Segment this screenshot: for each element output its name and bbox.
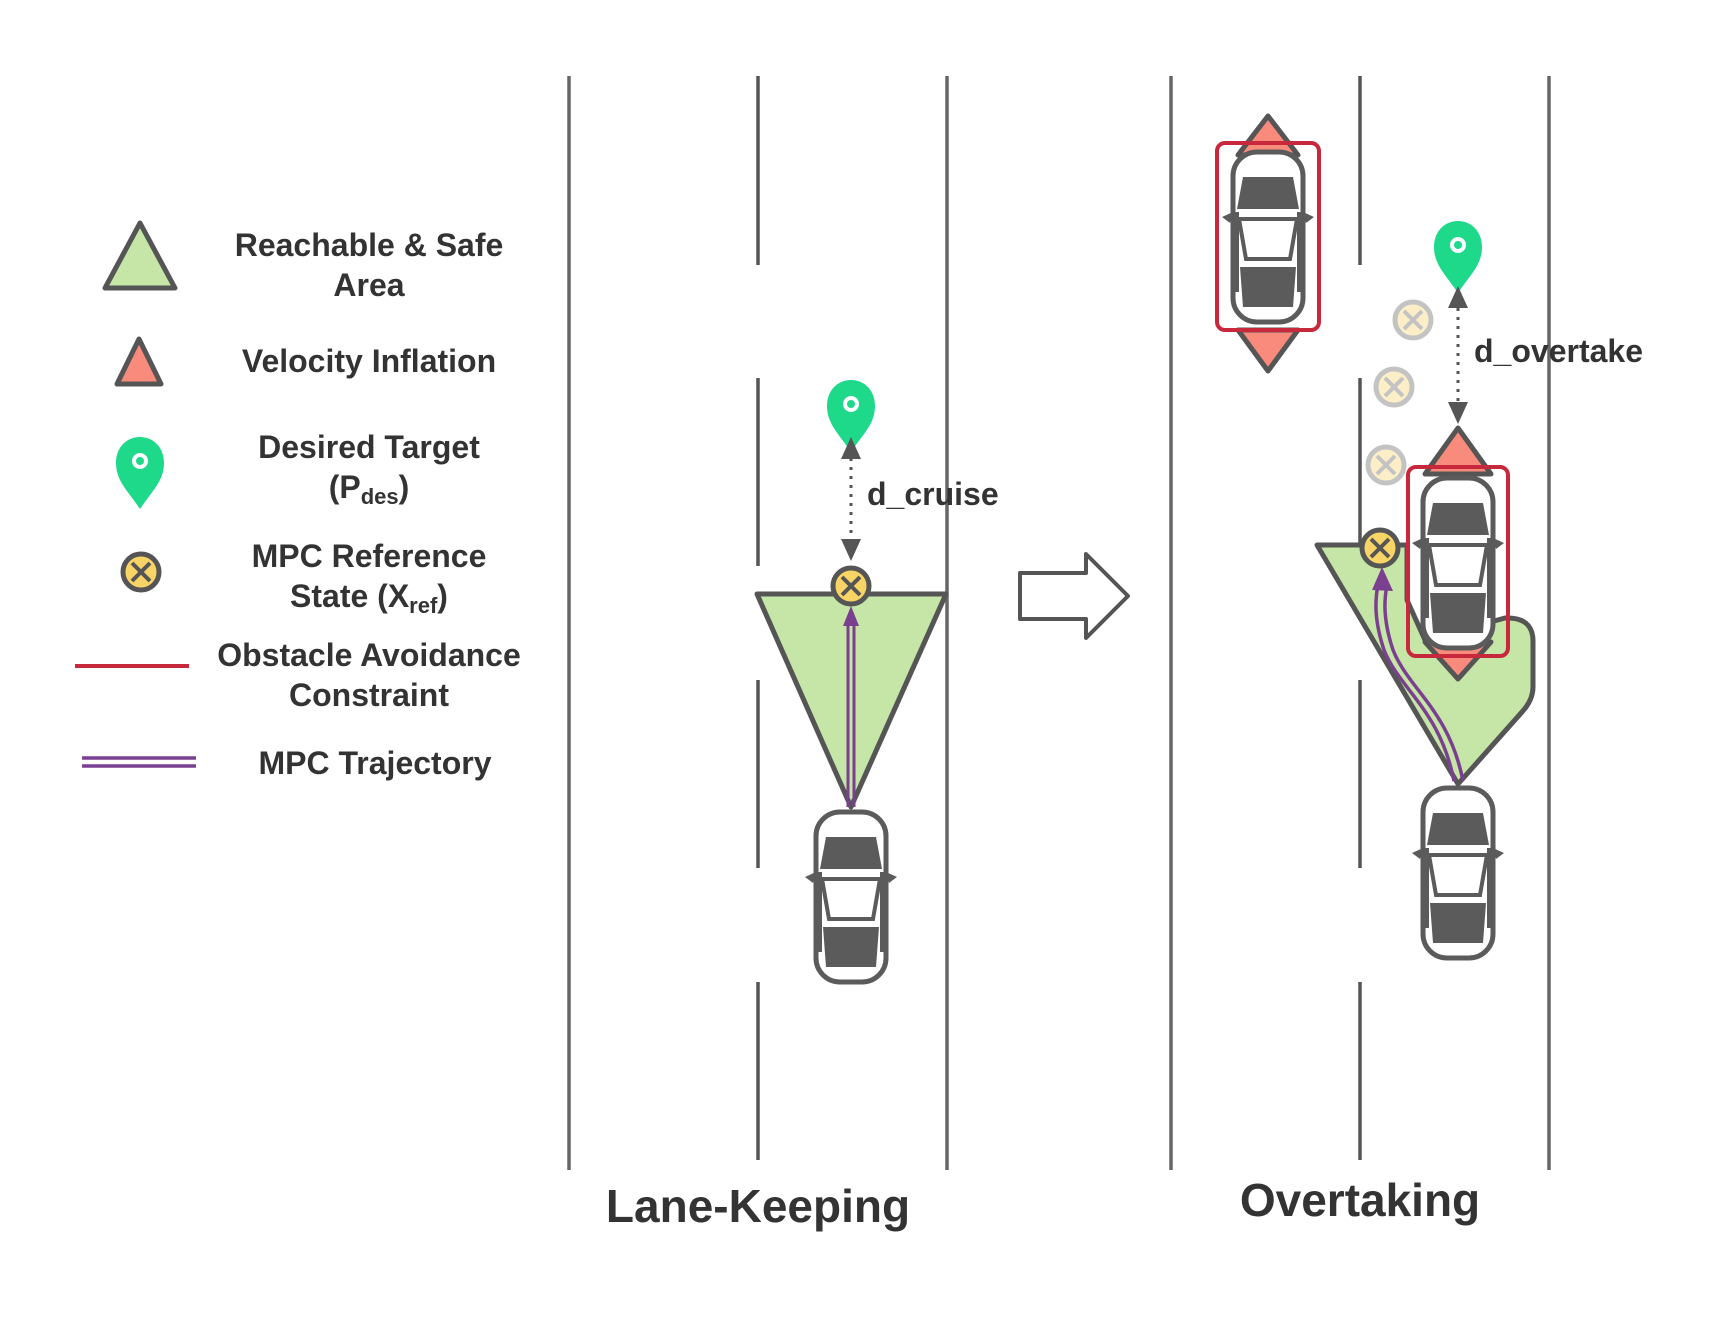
legend-velocity-inflation: Velocity Inflation (242, 343, 496, 379)
velocity-inflation-front (1235, 113, 1301, 158)
mpc-trajectory (1372, 567, 1465, 782)
legend: Reachable & Safe Area Velocity Inflation… (75, 220, 521, 781)
obstacle-car-icon (1222, 152, 1314, 322)
safe-area-triangle-icon (102, 220, 178, 291)
velocity-inflation-triangle-icon (114, 336, 164, 387)
legend-trajectory: MPC Trajectory (259, 745, 492, 781)
legend-obstacle-line1: Obstacle Avoidance (217, 637, 521, 673)
legend-mpc-ref-line1: MPC Reference (252, 538, 487, 574)
reference-state-icon (1362, 530, 1398, 566)
circled-x-icon (123, 554, 159, 590)
cruise-distance-label: d_cruise (867, 476, 999, 512)
velocity-inflation-rear (1235, 327, 1301, 374)
legend-obstacle-line2: Constraint (289, 677, 449, 713)
obstacle-car-upper (1215, 113, 1321, 374)
target-pin-icon (1434, 221, 1482, 293)
safe-area-region (1314, 542, 1536, 787)
overtaking-title: Overtaking (1240, 1174, 1480, 1226)
map-pin-icon (116, 437, 164, 509)
legend-target-line1: Desired Target (258, 429, 480, 465)
legend-mpc-ref-line2: State (Xref) (290, 578, 448, 618)
reference-state-icon (833, 568, 869, 604)
cruise-distance-arrow (841, 437, 861, 561)
past-reference-state-icon (1395, 302, 1431, 338)
past-reference-state-icon (1376, 369, 1412, 405)
legend-target-line2: (Pdes) (329, 469, 410, 509)
ego-car-icon (805, 812, 897, 982)
trajectory-line-icon (82, 756, 196, 768)
overtaking-panel: d_overtake Overtaking (1169, 76, 1643, 1226)
ego-car-icon (1412, 788, 1504, 958)
velocity-inflation-front (1422, 425, 1494, 477)
overtake-distance-arrow (1448, 286, 1468, 424)
obstacle-constraint-box (1215, 141, 1321, 332)
legend-reachable-line2: Area (333, 267, 404, 303)
overtake-distance-label: d_overtake (1474, 333, 1643, 369)
obstacle-car-front (1406, 425, 1510, 682)
lane-keeping-panel: d_cruise Lane-Keeping (567, 76, 999, 1232)
obstacle-constraint-box (1406, 465, 1510, 658)
right-arrow-icon (1018, 552, 1130, 640)
legend-reachable-line1: Reachable & Safe (235, 227, 504, 263)
mpc-trajectory (843, 606, 859, 807)
past-reference-state-icon (1368, 447, 1404, 483)
lane-keeping-title: Lane-Keeping (606, 1180, 910, 1232)
obstacle-car-icon (1412, 478, 1504, 648)
